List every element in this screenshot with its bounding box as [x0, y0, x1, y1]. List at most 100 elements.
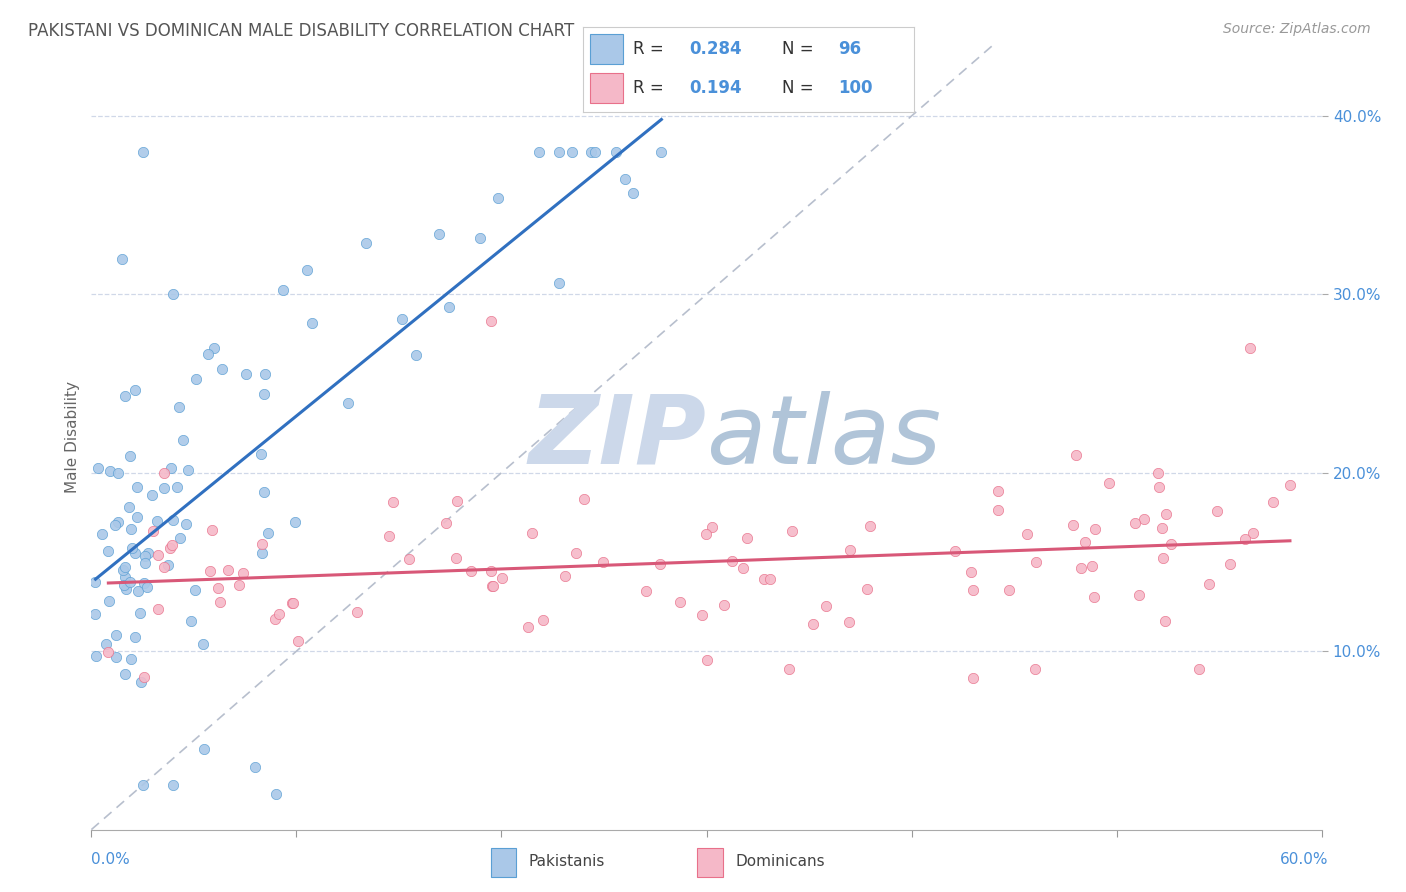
Point — [114, 570, 136, 584]
Point — [252, 387, 274, 401]
Text: 100: 100 — [838, 78, 872, 96]
Point — [378, 529, 401, 543]
Point — [758, 572, 780, 586]
Point — [548, 277, 571, 291]
Point — [1263, 495, 1285, 509]
Point — [120, 522, 142, 536]
Point — [801, 616, 824, 631]
Text: N =: N = — [782, 78, 818, 96]
Point — [838, 615, 860, 629]
Point — [134, 556, 156, 570]
Point — [998, 583, 1021, 598]
Point — [479, 564, 502, 578]
Point — [142, 524, 165, 538]
Point — [1147, 480, 1170, 494]
Point — [554, 568, 576, 582]
Bar — [591, 34, 623, 64]
Point — [754, 572, 776, 586]
Point — [1152, 550, 1174, 565]
Point — [548, 145, 571, 159]
Point — [84, 575, 107, 590]
Point — [217, 563, 239, 577]
Point — [228, 578, 250, 592]
Point — [1219, 557, 1241, 571]
Point — [162, 537, 184, 551]
Point — [1074, 535, 1097, 549]
Point — [269, 607, 291, 621]
Point — [731, 561, 754, 575]
Text: atlas: atlas — [706, 391, 942, 483]
Point — [153, 466, 176, 480]
Text: 0.194: 0.194 — [689, 78, 742, 96]
Point — [427, 227, 450, 241]
Point — [97, 594, 120, 608]
Point — [197, 347, 219, 361]
Point — [202, 341, 225, 355]
Point — [1123, 516, 1146, 531]
Point — [136, 580, 159, 594]
Point — [695, 653, 717, 667]
Point — [284, 515, 307, 529]
Point — [839, 543, 862, 558]
Point — [444, 551, 467, 566]
Point — [131, 778, 153, 792]
Point — [232, 566, 254, 580]
Point — [157, 558, 180, 573]
Point — [128, 606, 150, 620]
Point — [815, 599, 838, 614]
Point — [124, 546, 146, 560]
Point — [250, 447, 273, 461]
Point — [177, 463, 200, 477]
Point — [634, 583, 657, 598]
Y-axis label: Male Disability: Male Disability — [65, 381, 80, 493]
Point — [987, 483, 1010, 498]
Point — [132, 670, 155, 684]
Point — [479, 314, 502, 328]
Point — [283, 596, 305, 610]
Point — [141, 488, 163, 502]
Point — [167, 401, 190, 415]
Point — [301, 316, 323, 330]
Point — [1160, 537, 1182, 551]
Point — [162, 512, 184, 526]
Point — [295, 263, 318, 277]
Point — [114, 582, 136, 596]
Point — [97, 544, 120, 558]
Point — [987, 503, 1010, 517]
Point — [491, 571, 513, 585]
Point — [146, 514, 169, 528]
Text: ZIP: ZIP — [529, 391, 706, 483]
Point — [572, 492, 595, 507]
Point — [107, 466, 129, 480]
Point — [1083, 591, 1105, 605]
Bar — [591, 72, 623, 103]
Point — [1233, 533, 1256, 547]
Point — [146, 602, 169, 616]
Point — [124, 384, 146, 398]
Point — [621, 186, 644, 200]
Point — [434, 516, 457, 530]
Point — [84, 648, 107, 663]
Point — [337, 396, 360, 410]
Point — [1024, 662, 1046, 676]
Point — [1062, 517, 1084, 532]
Point — [605, 145, 627, 159]
Text: R =: R = — [633, 78, 669, 96]
Point — [97, 645, 120, 659]
Point — [520, 525, 543, 540]
Point — [105, 628, 128, 642]
Point — [281, 596, 304, 610]
Point — [650, 557, 672, 571]
Point — [159, 461, 181, 475]
Text: R =: R = — [633, 40, 669, 58]
Point — [264, 612, 287, 626]
Point — [446, 494, 468, 508]
Point — [120, 652, 142, 666]
Point — [245, 760, 267, 774]
Point — [111, 563, 134, 577]
Point — [735, 531, 758, 545]
Point — [134, 575, 156, 590]
Text: N =: N = — [782, 40, 818, 58]
Text: Dominicans: Dominicans — [735, 855, 825, 869]
Point — [1241, 525, 1264, 540]
